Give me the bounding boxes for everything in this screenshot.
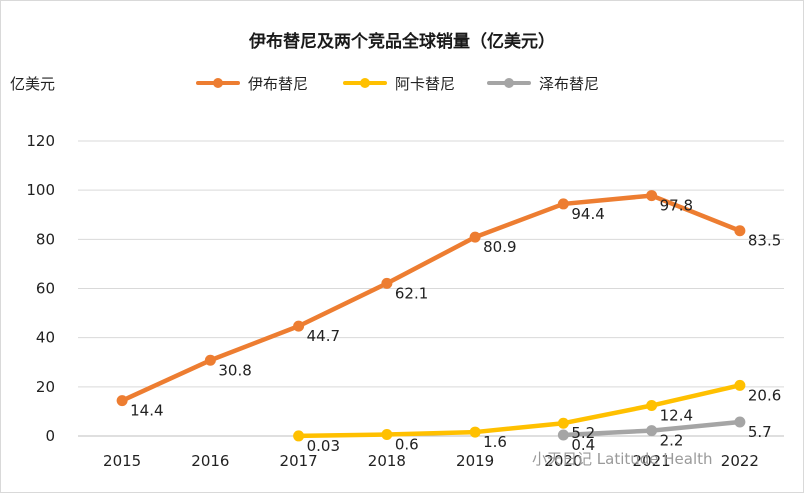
legend-label: 泽布替尼 [539, 75, 599, 93]
series-group [116, 190, 746, 442]
data-labels: 14.4 30.8 44.7 62.1 80.9 94.4 97.8 83.5 0.03 0.6 1… [130, 197, 781, 455]
data-point [469, 426, 481, 438]
data-label: 44.7 [307, 327, 340, 345]
x-tick-label: 2018 [368, 452, 406, 470]
data-label: 20.6 [748, 386, 781, 404]
chart-title: 伊布替尼及两个竞品全球销量（亿美元） [248, 31, 555, 52]
x-tick-label: 2015 [103, 452, 141, 470]
x-tick-label: 2016 [191, 452, 229, 470]
x-tick-label: 2022 [721, 452, 759, 470]
series-line [119, 193, 743, 403]
data-label: 97.8 [660, 197, 693, 215]
x-axis-ticks: 2015 2016 2017 2018 2019 2020 2021 2022 [103, 452, 759, 470]
data-label: 12.4 [660, 407, 693, 425]
data-label: 0.6 [395, 436, 419, 454]
legend-marker [213, 78, 223, 88]
data-point [293, 320, 305, 332]
data-label: 0.03 [307, 437, 340, 455]
y-axis-ticks: 0 20 40 60 80 100 120 [26, 132, 55, 445]
data-label: 5.7 [748, 423, 772, 441]
data-point [734, 416, 746, 428]
series-line [296, 383, 743, 439]
data-point [557, 417, 569, 429]
x-tick-label: 2017 [280, 452, 318, 470]
data-label: 14.4 [130, 402, 163, 420]
legend: 伊布替尼 阿卡替尼 泽布替尼 [196, 75, 599, 93]
legend-marker [360, 78, 370, 88]
data-point [204, 354, 216, 366]
data-label: 30.8 [218, 361, 251, 379]
data-point [116, 395, 128, 407]
data-point [734, 225, 746, 237]
data-label: 94.4 [571, 205, 604, 223]
y-tick-label: 40 [36, 329, 55, 347]
data-label: 62.1 [395, 284, 428, 302]
data-point [734, 379, 746, 391]
data-label: 0.4 [571, 436, 595, 454]
y-axis-unit: 亿美元 [10, 75, 55, 93]
data-point [381, 429, 393, 441]
x-tick-label: 2021 [633, 452, 671, 470]
x-tick-label: 2019 [456, 452, 494, 470]
legend-label: 阿卡替尼 [395, 75, 455, 93]
data-label: 1.6 [483, 433, 507, 451]
y-tick-label: 120 [26, 132, 55, 150]
gridlines [78, 140, 784, 437]
data-label: 5.2 [571, 424, 595, 442]
legend-label: 伊布替尼 [248, 75, 308, 93]
data-point [557, 429, 569, 441]
x-tick-label: 2020 [544, 452, 582, 470]
data-point [469, 231, 481, 243]
data-label: 80.9 [483, 238, 516, 256]
y-tick-label: 60 [36, 280, 55, 298]
watermark: 小天日记 Latitude Health [532, 450, 713, 468]
data-point [646, 425, 658, 437]
y-tick-label: 20 [36, 378, 55, 396]
y-tick-label: 80 [36, 230, 55, 248]
data-point [646, 190, 658, 202]
y-tick-label: 100 [26, 181, 55, 199]
data-point [381, 277, 393, 289]
data-point [646, 400, 658, 412]
data-label: 83.5 [748, 232, 781, 250]
y-tick-label: 0 [45, 427, 55, 445]
data-point [557, 198, 569, 210]
data-label: 2.2 [660, 432, 684, 450]
legend-marker [504, 78, 514, 88]
data-point [293, 430, 305, 442]
